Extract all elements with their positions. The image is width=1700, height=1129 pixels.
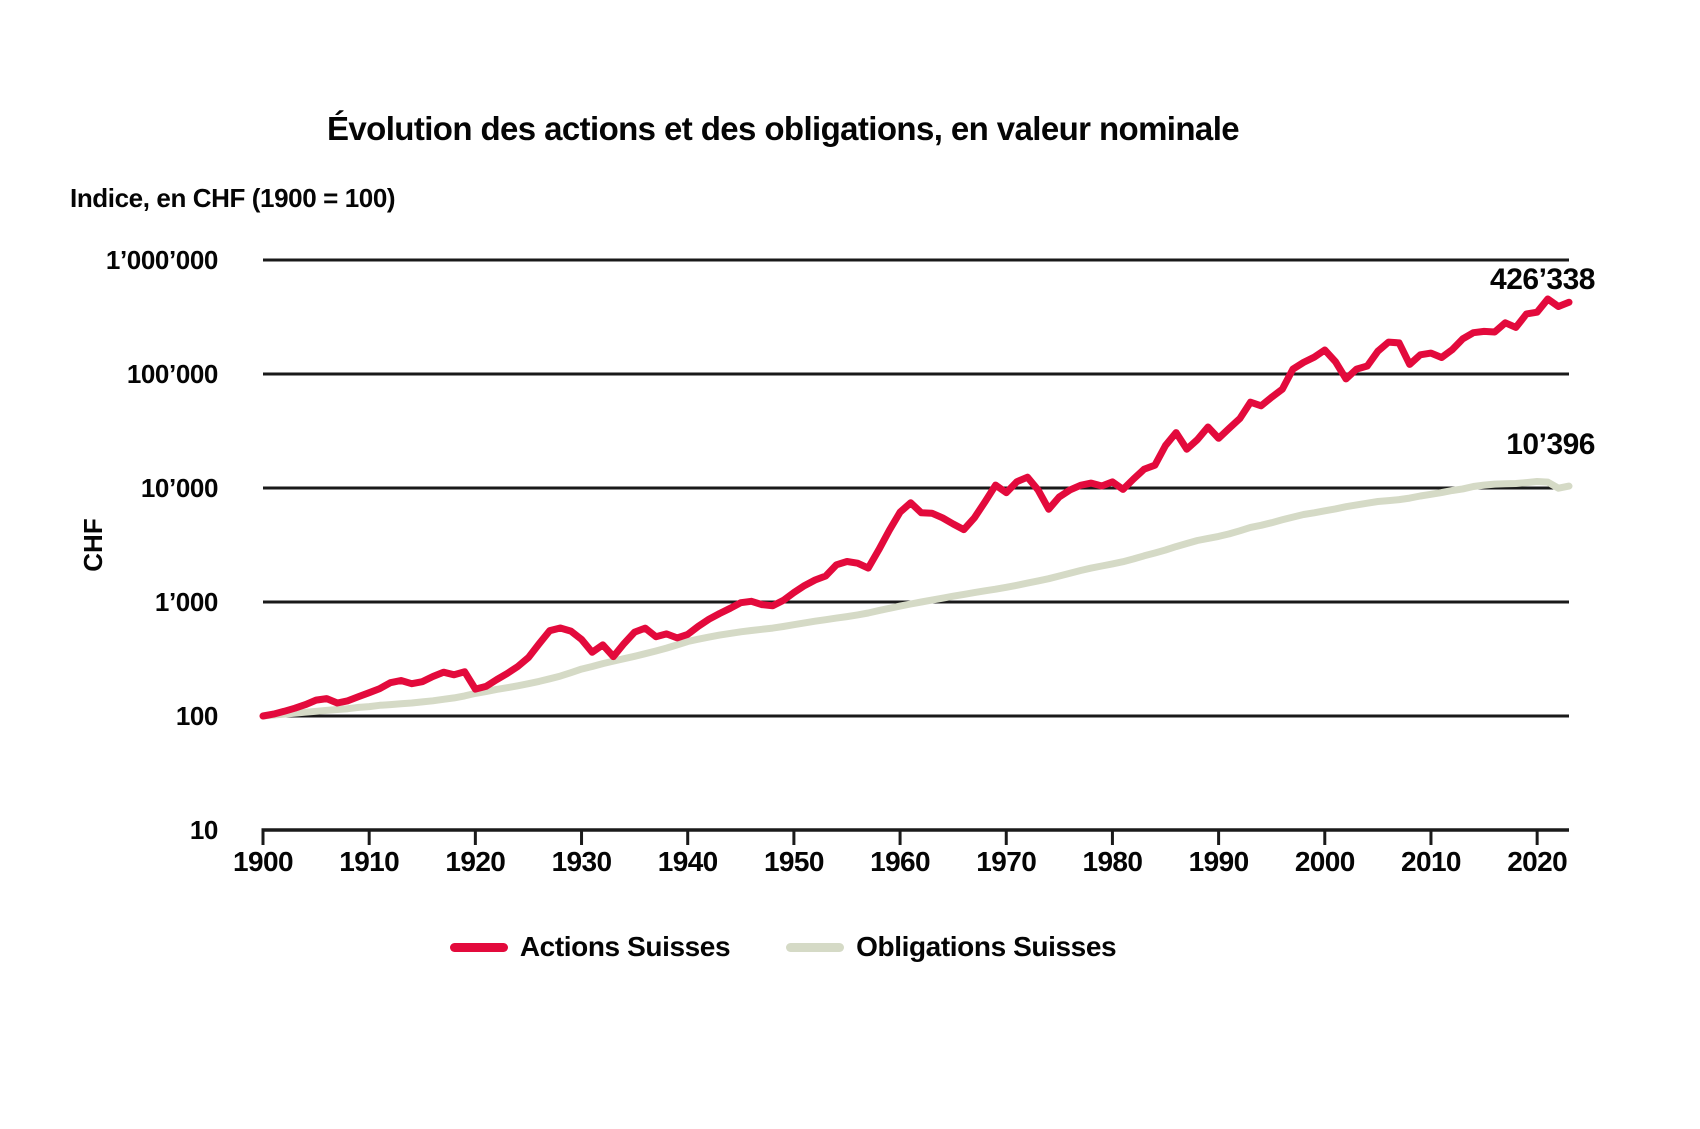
series-line-actions-suisses <box>259 295 1573 720</box>
x-tick-label: 1980 <box>1082 846 1143 877</box>
x-tick-label: 1970 <box>976 846 1037 877</box>
series-end-label-obligations: 10’396 <box>1506 428 1595 461</box>
chart-title: Évolution des actions et des obligations… <box>326 110 1240 147</box>
x-tick-label: 1990 <box>1188 846 1249 877</box>
y-tick-label: 100’000 <box>126 359 219 389</box>
y-tick-label: 1’000 <box>154 587 218 617</box>
y-tick-label: 10’000 <box>140 473 219 503</box>
series-end-label-actions: 426’338 <box>1490 263 1595 296</box>
x-tick-label: 2000 <box>1294 846 1355 877</box>
x-tick-label: 1910 <box>339 846 400 877</box>
x-tick-label: 1960 <box>870 846 930 877</box>
x-tick-label: 1900 <box>233 846 293 877</box>
y-tick-label: 100 <box>175 701 219 731</box>
x-tick-label: 1930 <box>551 846 612 877</box>
legend: Actions Suisses Obligations Suisses <box>0 931 1566 963</box>
y-axis-subtitle: Indice, en CHF (1900 = 100) <box>70 183 396 213</box>
obligations-line-swatch-icon <box>786 942 845 952</box>
x-tick-label: 1920 <box>445 846 506 877</box>
legend-label-obligations: Obligations Suisses <box>856 931 1117 962</box>
x-tick-label: 1940 <box>657 846 718 877</box>
series-line-obligations-suisses <box>259 478 1573 720</box>
x-tick-label: 1950 <box>763 846 824 877</box>
x-tick-label: 2010 <box>1401 846 1461 877</box>
legend-item-obligations: Obligations Suisses <box>786 931 1117 963</box>
legend-label-actions: Actions Suisses <box>519 931 731 962</box>
actions-line-swatch-icon <box>449 942 508 952</box>
y-tick-label: 1’000’000 <box>105 245 218 275</box>
y-tick-label: 10 <box>189 815 219 845</box>
x-tick-label: 2020 <box>1507 846 1568 877</box>
legend-item-actions: Actions Suisses <box>449 931 731 963</box>
